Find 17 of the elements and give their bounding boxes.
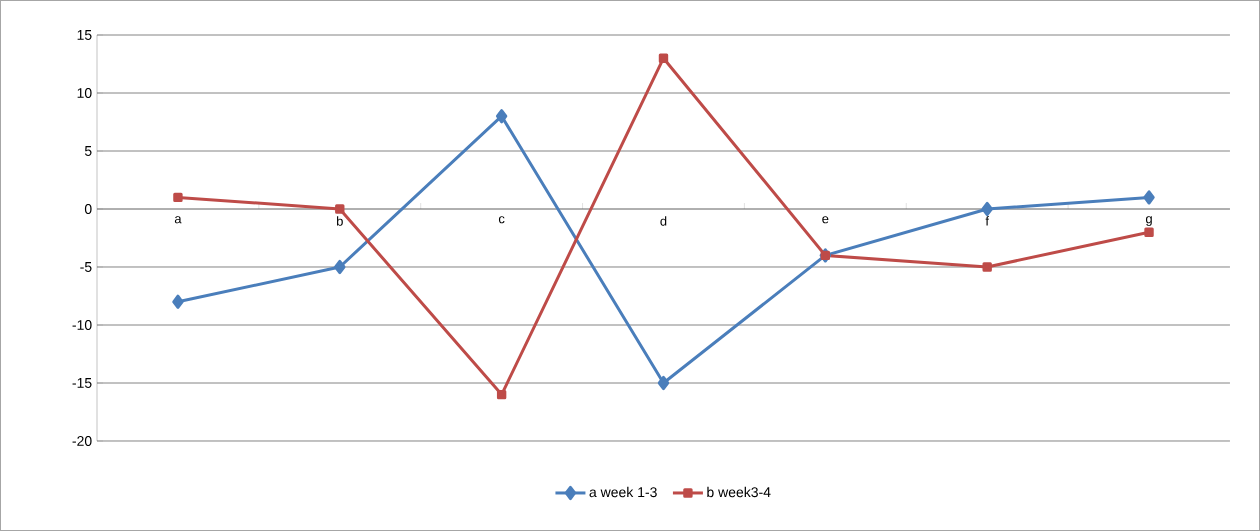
y-tick-label: 15 (77, 30, 92, 40)
x-tick-label: f (985, 216, 990, 226)
x-tick-label: a (174, 216, 182, 224)
y-tick-label: -15 (72, 378, 92, 388)
legend-label: a week 1-3 (589, 486, 657, 498)
x-tick-label: e (822, 216, 829, 224)
x-tick-label: d (660, 216, 667, 226)
legend-label: b week3-4 (707, 486, 771, 498)
x-tick-label: b (337, 216, 343, 226)
y-tick-label: -10 (72, 320, 92, 330)
y-tick-label: 5 (84, 146, 92, 156)
x-tick-label: g (1145, 216, 1152, 226)
y-tick-label: 10 (77, 88, 92, 98)
y-tick-label: -20 (72, 436, 92, 446)
x-tick-label: c (498, 216, 505, 224)
y-tick-label: 0 (84, 204, 92, 214)
y-tick-label: -5 (80, 262, 92, 272)
